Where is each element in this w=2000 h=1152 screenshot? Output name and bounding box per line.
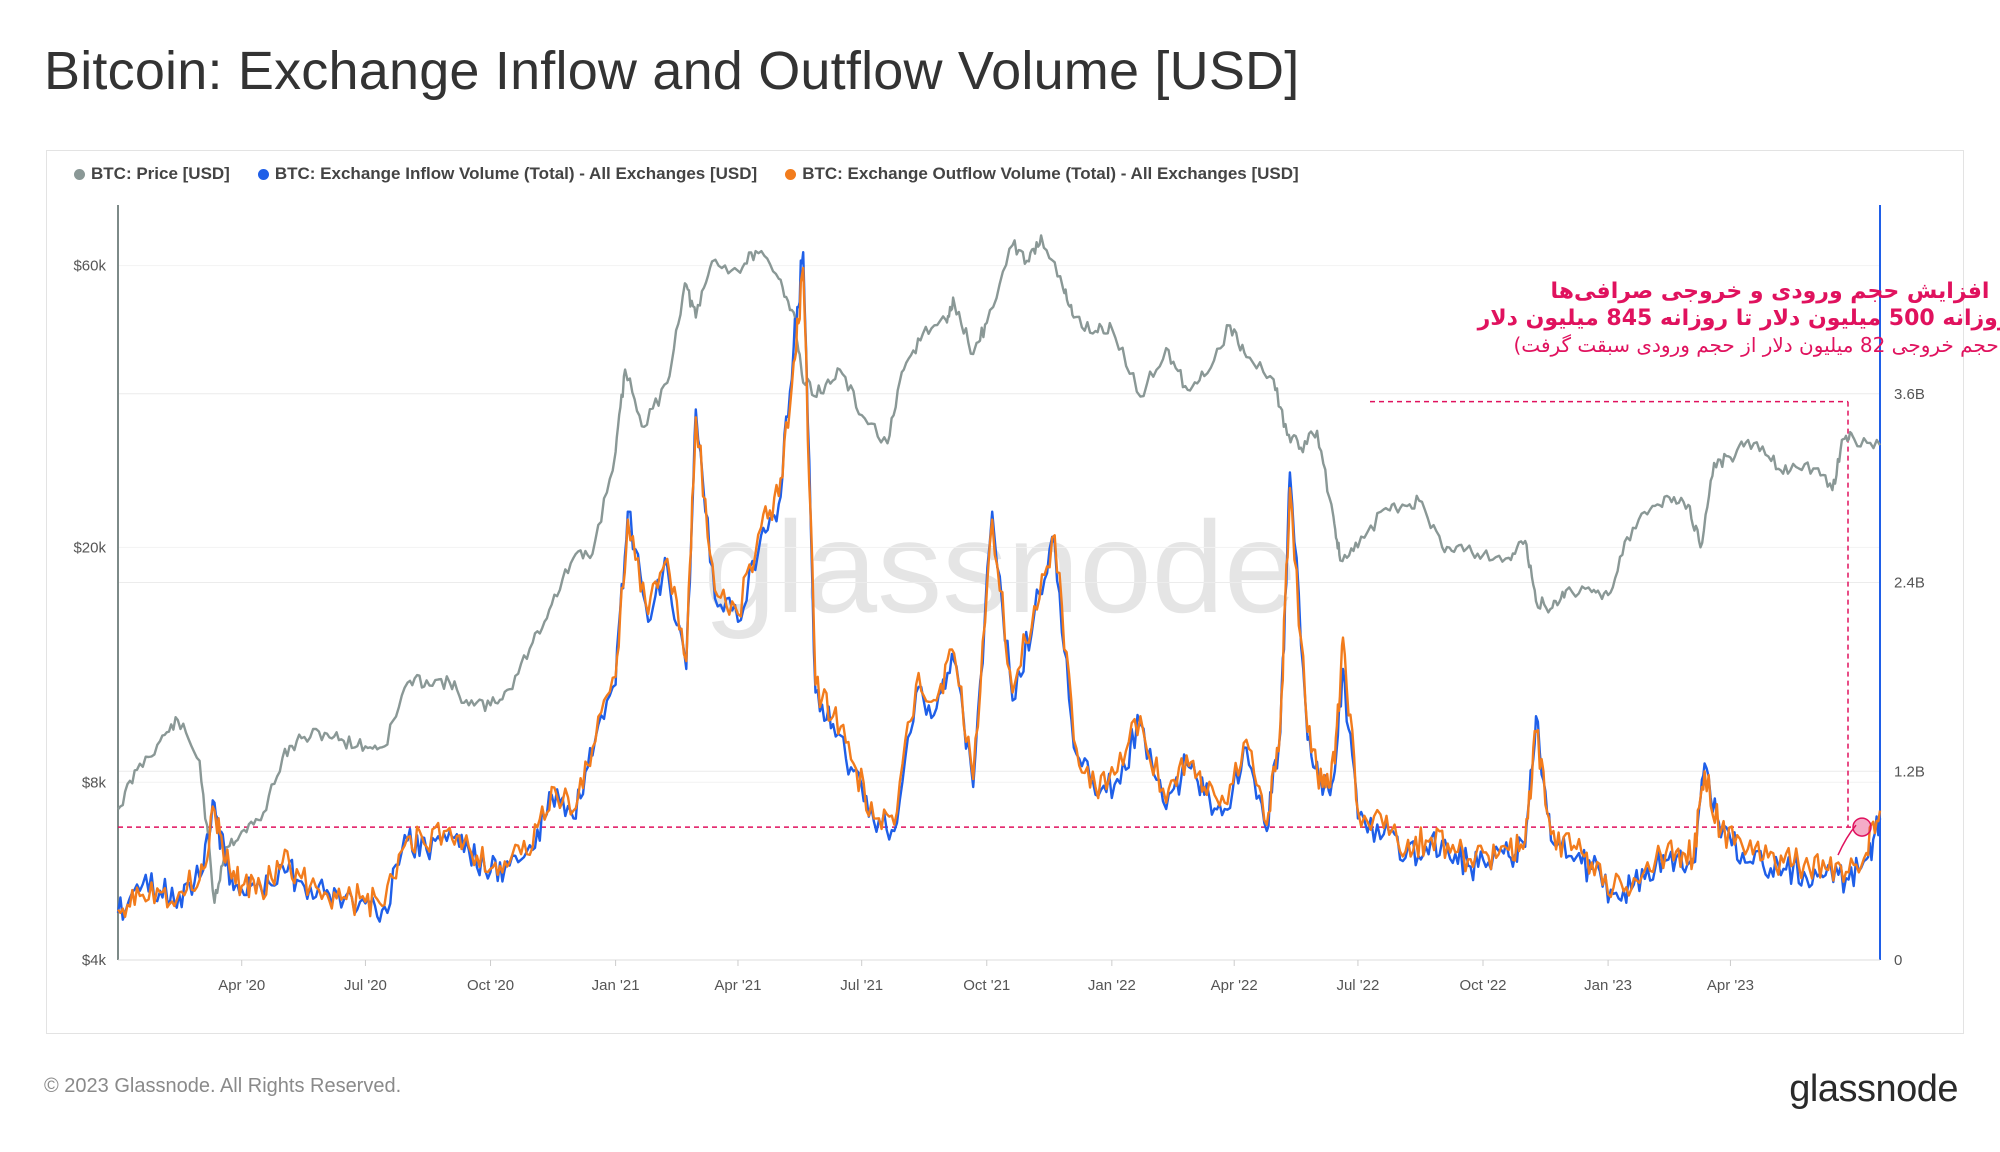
legend-item-inflow[interactable]: BTC: Exchange Inflow Volume (Total) - Al…: [257, 164, 758, 184]
x-tick-label: Jan '22: [1088, 977, 1136, 994]
x-tick-label: Jan '21: [592, 977, 640, 994]
annotation-arrow-icon: [1837, 824, 1857, 856]
x-tick-label: Oct '20: [467, 977, 514, 994]
x-tick-label: Jul '22: [1336, 977, 1379, 994]
x-tick-label: Oct '21: [963, 977, 1010, 994]
x-tick-label: Apr '21: [714, 977, 761, 994]
x-tick-label: Apr '22: [1211, 977, 1258, 994]
y-left-tick-label: $60k: [73, 258, 106, 275]
legend-price-dot-icon: [74, 168, 85, 180]
x-tick-label: Oct '22: [1459, 977, 1506, 994]
annotation-line-3: (حجم خروجی 82 میلیون دلار از حجم ورودی س…: [1514, 333, 2000, 357]
end-highlight-marker: [1852, 817, 1872, 837]
x-tick-label: Jul '20: [344, 977, 387, 994]
x-tick-label: Apr '20: [218, 977, 265, 994]
y-right-tick-label: 3.6B: [1894, 386, 1925, 403]
x-tick-label: Apr '23: [1707, 977, 1754, 994]
glassnode-logo[interactable]: glassnode: [1789, 1068, 1958, 1110]
x-tick-label: Jan '23: [1584, 977, 1632, 994]
chart-panel: [46, 150, 1964, 1034]
legend-outflow-label: BTC: Exchange Outflow Volume (Total) - A…: [802, 164, 1299, 183]
y-left-tick-label: $20k: [73, 539, 106, 556]
copyright-text: © 2023 Glassnode. All Rights Reserved.: [44, 1075, 402, 1097]
y-right-tick-label: 2.4B: [1894, 575, 1925, 592]
legend-outflow-dot-icon: [785, 168, 797, 180]
legend-price-label: BTC: Price [USD]: [91, 164, 230, 183]
page-title: Bitcoin: Exchange Inflow and Outflow Vol…: [44, 41, 1300, 101]
legend-item-price[interactable]: BTC: Price [USD]: [74, 164, 230, 184]
legend-inflow-dot-icon: [257, 168, 269, 180]
y-left-tick-label: $4k: [82, 952, 107, 969]
y-right-tick-label: 1.2B: [1894, 763, 1925, 780]
x-tick-label: Jul '21: [840, 977, 883, 994]
price-series-line: [117, 234, 1882, 904]
chart-legend: BTC: Price [USD] BTC: Exchange Inflow Vo…: [74, 164, 1299, 184]
legend-item-outflow[interactable]: BTC: Exchange Outflow Volume (Total) - A…: [785, 164, 1299, 184]
y-right-tick-label: 0: [1894, 952, 1902, 969]
watermark-text: glassnode: [704, 494, 1297, 640]
annotation-line-1: افزایش حجم ورودی و خروجی صرافی‌ها: [1551, 279, 1990, 304]
y-left-tick-label: $8k: [82, 774, 107, 791]
outflow-series-line: [117, 266, 1882, 918]
annotation-line-2: از روزانه 500 میلیون دلار تا روزانه 845 …: [1477, 306, 2000, 331]
legend-inflow-label: BTC: Exchange Inflow Volume (Total) - Al…: [274, 164, 758, 183]
